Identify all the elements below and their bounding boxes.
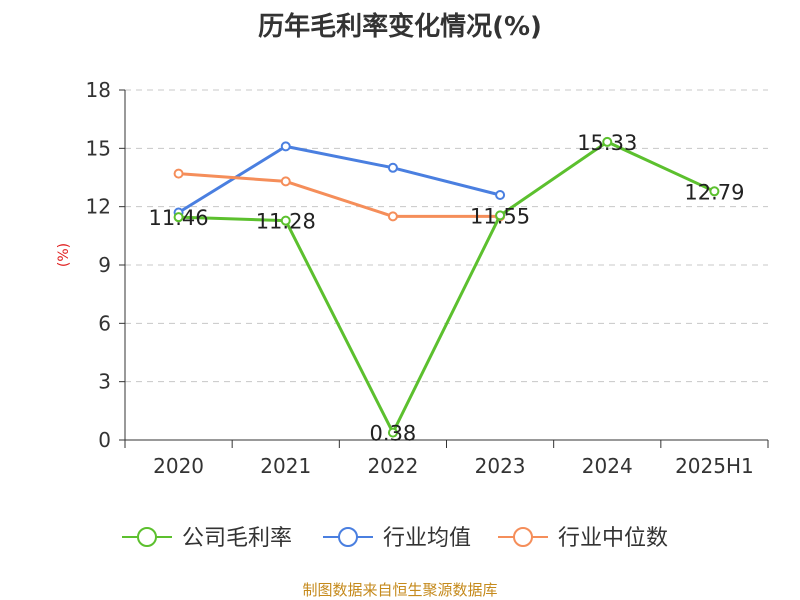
x-tick-label: 2023 [475,454,526,478]
data-point [280,141,291,152]
legend-item[interactable]: 行业均值 [323,526,471,551]
data-label: 11.46 [149,206,209,230]
data-label: 11.28 [256,210,316,234]
legend-label: 行业中位数 [558,526,668,551]
x-tick-label: 2022 [367,454,418,478]
x-tick-label: 2024 [582,454,633,478]
legend-item[interactable]: 行业中位数 [498,526,668,551]
series-line [177,144,501,214]
chart-title: 历年毛利率变化情况(%) [258,12,542,42]
legend-marker [338,527,358,547]
legend-marker [513,527,533,547]
legend[interactable]: 公司毛利率 行业均值 行业中位数 [122,526,668,551]
data-point [280,215,291,226]
data-point [495,210,506,221]
legend-label: 公司毛利率 [182,526,292,551]
data-label: 0.38 [370,422,417,446]
source-note: 制图数据来自恒生聚源数据库 [302,581,498,599]
y-tick-label: 9 [98,253,111,277]
axes: 0 3 6 9 12 15 18 2020 2021 2022 2023 2024 2025H1 (%) [56,78,769,478]
data-point [173,168,184,179]
y-tick-label: 0 [98,428,111,452]
data-point [709,186,720,197]
y-tick-label: 15 [86,136,111,160]
data-label: 12.79 [684,180,744,204]
x-tick-label: 2021 [260,454,311,478]
data-label: 11.55 [470,204,530,228]
data-point [602,136,613,147]
data-point [387,427,398,438]
series-lines [173,136,720,438]
data-point [173,212,184,223]
series-line [178,172,501,218]
x-tick-label: 2025H1 [675,454,754,478]
data-point [280,176,291,187]
legend-item[interactable]: 公司毛利率 [122,526,292,551]
data-label: 15.33 [577,131,637,155]
data-labels: 11.46 11.28 0.38 11.55 15.33 12.79 [149,131,745,446]
grid-lines [125,89,768,383]
data-point [387,211,398,222]
y-axis-label: (%) [56,243,72,267]
y-tick-label: 3 [98,370,111,394]
y-tick-label: 6 [98,311,111,335]
series-line [178,140,716,435]
y-tick-label: 12 [86,195,111,219]
y-tick-label: 18 [86,78,111,102]
legend-marker [137,527,157,547]
x-tick-label: 2020 [153,454,204,478]
data-point [387,162,398,173]
legend-label: 行业均值 [383,526,471,551]
data-point [495,190,506,200]
